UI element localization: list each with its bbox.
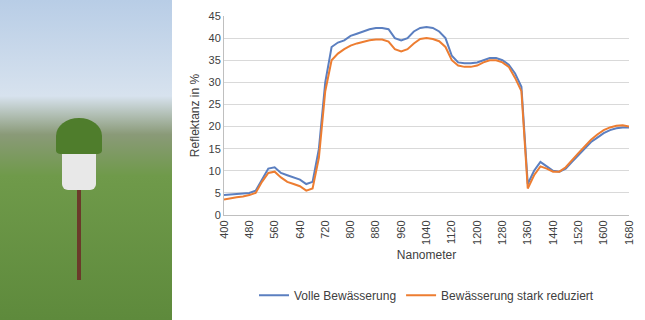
svg-text:1600: 1600 [597,220,609,244]
svg-text:720: 720 [319,220,331,238]
svg-text:10: 10 [209,165,221,177]
svg-text:560: 560 [268,220,280,238]
svg-text:480: 480 [243,220,255,238]
svg-text:1360: 1360 [521,220,533,244]
svg-text:1280: 1280 [496,220,508,244]
svg-text:1520: 1520 [572,220,584,244]
svg-text:25: 25 [209,98,221,110]
svg-text:960: 960 [395,220,407,238]
svg-text:1200: 1200 [471,220,483,244]
svg-text:30: 30 [209,76,221,88]
svg-text:45: 45 [209,10,221,22]
svg-text:640: 640 [294,220,306,238]
svg-text:Bewässerung stark reduziert: Bewässerung stark reduziert [441,289,594,303]
svg-text:20: 20 [209,120,221,132]
svg-text:1440: 1440 [547,220,559,244]
svg-text:5: 5 [215,187,221,199]
svg-text:Nanometer: Nanometer [397,248,456,262]
svg-text:15: 15 [209,143,221,155]
svg-text:1120: 1120 [445,220,457,244]
svg-text:0: 0 [215,209,221,221]
svg-text:40: 40 [209,32,221,44]
svg-text:1040: 1040 [420,220,432,244]
svg-text:880: 880 [369,220,381,238]
svg-text:800: 800 [344,220,356,238]
svg-text:35: 35 [209,54,221,66]
svg-text:400: 400 [218,220,230,238]
svg-text:Volle Bewässerung: Volle Bewässerung [294,289,396,303]
svg-text:Reflektanz in %: Reflektanz in % [188,73,202,157]
svg-text:1680: 1680 [623,220,635,244]
